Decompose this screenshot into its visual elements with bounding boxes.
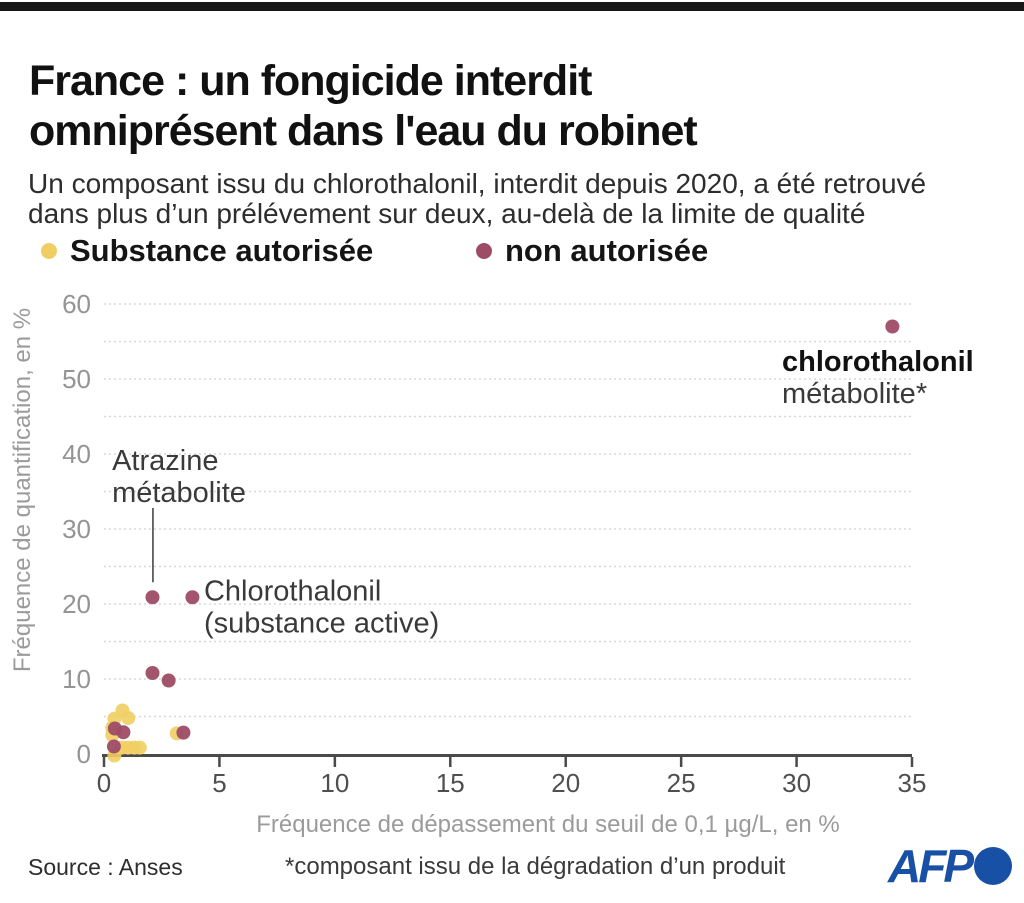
legend-label-unauthorized: non autorisée	[505, 233, 709, 268]
data-point	[107, 721, 122, 736]
y-tick-label: 50	[62, 364, 91, 394]
data-point	[185, 590, 200, 605]
y-tick-label: 10	[62, 664, 91, 694]
annotation-label: Chlorothalonil	[204, 575, 381, 607]
afp-logo-text: AFP	[888, 840, 974, 892]
x-tick-label: 20	[551, 768, 580, 798]
annotation-label: métabolite	[112, 477, 246, 509]
x-tick-label: 30	[782, 768, 811, 798]
annotation-label: métabolite*	[782, 378, 927, 410]
x-tick-label: 5	[212, 768, 226, 798]
x-axis-title: Fréquence de dépassement du seuil de 0,1…	[256, 811, 840, 838]
x-tick-label: 35	[898, 768, 927, 798]
x-tick-label: 10	[320, 768, 349, 798]
x-tick-label: 25	[667, 768, 696, 798]
legend-dot-authorized-icon	[41, 243, 57, 259]
top-accent-bar	[0, 2, 1024, 11]
data-point	[132, 740, 147, 755]
page-subtitle: Un composant issu du chlorothalonil, int…	[28, 168, 927, 229]
y-tick-label: 30	[62, 514, 91, 544]
data-point	[106, 739, 121, 754]
y-axis-title: Fréquence de quantification, en %	[9, 308, 36, 672]
data-point	[145, 666, 160, 680]
x-tick-label: 15	[436, 768, 465, 798]
data-point	[176, 725, 191, 740]
data-point	[145, 590, 160, 605]
footnote: *composant issu de la dégradation d’un p…	[285, 853, 786, 880]
afp-logo: AFP	[888, 840, 1012, 892]
data-point	[121, 711, 136, 725]
y-tick-label: 0	[77, 739, 91, 769]
y-tick-label: 40	[62, 439, 91, 469]
annotation-label: (substance active)	[204, 607, 439, 639]
y-tick-label: 20	[62, 589, 91, 619]
source-credit: Source : Anses	[28, 854, 183, 880]
legend-item-authorized: Substance autorisée	[41, 233, 374, 268]
x-tick-label: 0	[97, 768, 111, 798]
annotation-label: Atrazine	[112, 445, 218, 477]
afp-logo-circle-icon	[974, 847, 1012, 885]
data-point	[885, 319, 900, 334]
annotation-label: chlorothalonil	[782, 346, 974, 378]
legend-label-authorized: Substance autorisée	[70, 233, 374, 268]
legend-item-unauthorized: non autorisée	[476, 233, 709, 268]
page-title: France : un fongicide interdit omniprése…	[29, 56, 698, 155]
y-tick-label: 60	[62, 289, 91, 319]
data-point	[161, 673, 176, 688]
legend-dot-unauthorized-icon	[476, 243, 492, 259]
